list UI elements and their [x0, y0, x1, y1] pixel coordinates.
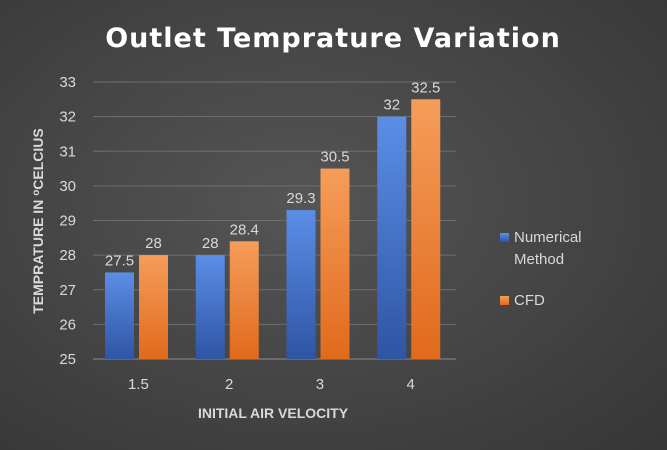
data-label: 32 — [383, 97, 400, 114]
data-label: 28 — [202, 235, 219, 252]
bar — [320, 168, 350, 359]
y-tick-label: 28 — [59, 247, 76, 264]
data-label: 29.3 — [286, 190, 315, 207]
x-tick-label: 1.5 — [128, 376, 149, 393]
y-axis: 25 26 27 28 29 30 31 32 33 — [59, 74, 76, 368]
bar — [195, 255, 225, 359]
x-tick-label: 3 — [316, 376, 324, 393]
legend: Numerical Method CFD — [500, 229, 582, 309]
y-axis-label-main: TEMPRATURE IN — [30, 196, 46, 314]
bar — [377, 116, 407, 359]
bars: 27.5 28 28 28.4 29.3 30.5 32 32.5 — [105, 79, 440, 359]
y-tick-label: 25 — [59, 351, 76, 368]
y-tick-label: 33 — [59, 74, 76, 91]
y-tick-label: 32 — [59, 109, 76, 126]
bar — [139, 255, 168, 359]
y-axis-label: TEMPRATURE IN oCELCIUS — [30, 128, 46, 314]
data-label: 27.5 — [105, 252, 134, 269]
legend-label: Numerical Method — [514, 229, 582, 268]
legend-label: CFD — [514, 292, 545, 309]
bar — [411, 99, 441, 359]
legend-swatch — [500, 233, 509, 242]
y-tick-label: 30 — [59, 178, 76, 195]
y-tick-label: 31 — [59, 143, 76, 160]
x-axis-label: INITIAL AIR VELOCITY — [198, 405, 349, 421]
bar — [286, 210, 316, 359]
legend-swatch — [500, 296, 509, 305]
x-tick-label: 4 — [406, 376, 414, 393]
y-axis-label-unit: CELCIUS — [30, 128, 46, 189]
data-label: 28.4 — [230, 221, 259, 238]
bar — [105, 272, 134, 359]
x-axis: 1.5 2 3 4 — [128, 376, 415, 393]
chart-title: Outlet Temprature Variation — [105, 23, 561, 54]
x-tick-label: 2 — [225, 376, 233, 393]
bar — [229, 241, 259, 359]
data-label: 32.5 — [411, 79, 440, 96]
y-tick-label: 27 — [59, 282, 76, 299]
y-tick-label: 29 — [59, 213, 76, 230]
y-tick-label: 26 — [59, 316, 76, 333]
y-axis-label-degree: o — [31, 190, 42, 196]
data-label: 30.5 — [320, 149, 349, 166]
data-label: 28 — [145, 235, 162, 252]
